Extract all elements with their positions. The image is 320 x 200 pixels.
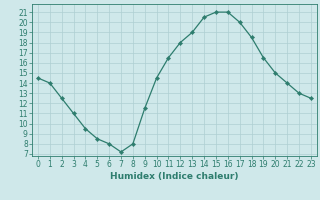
X-axis label: Humidex (Indice chaleur): Humidex (Indice chaleur) bbox=[110, 172, 239, 181]
